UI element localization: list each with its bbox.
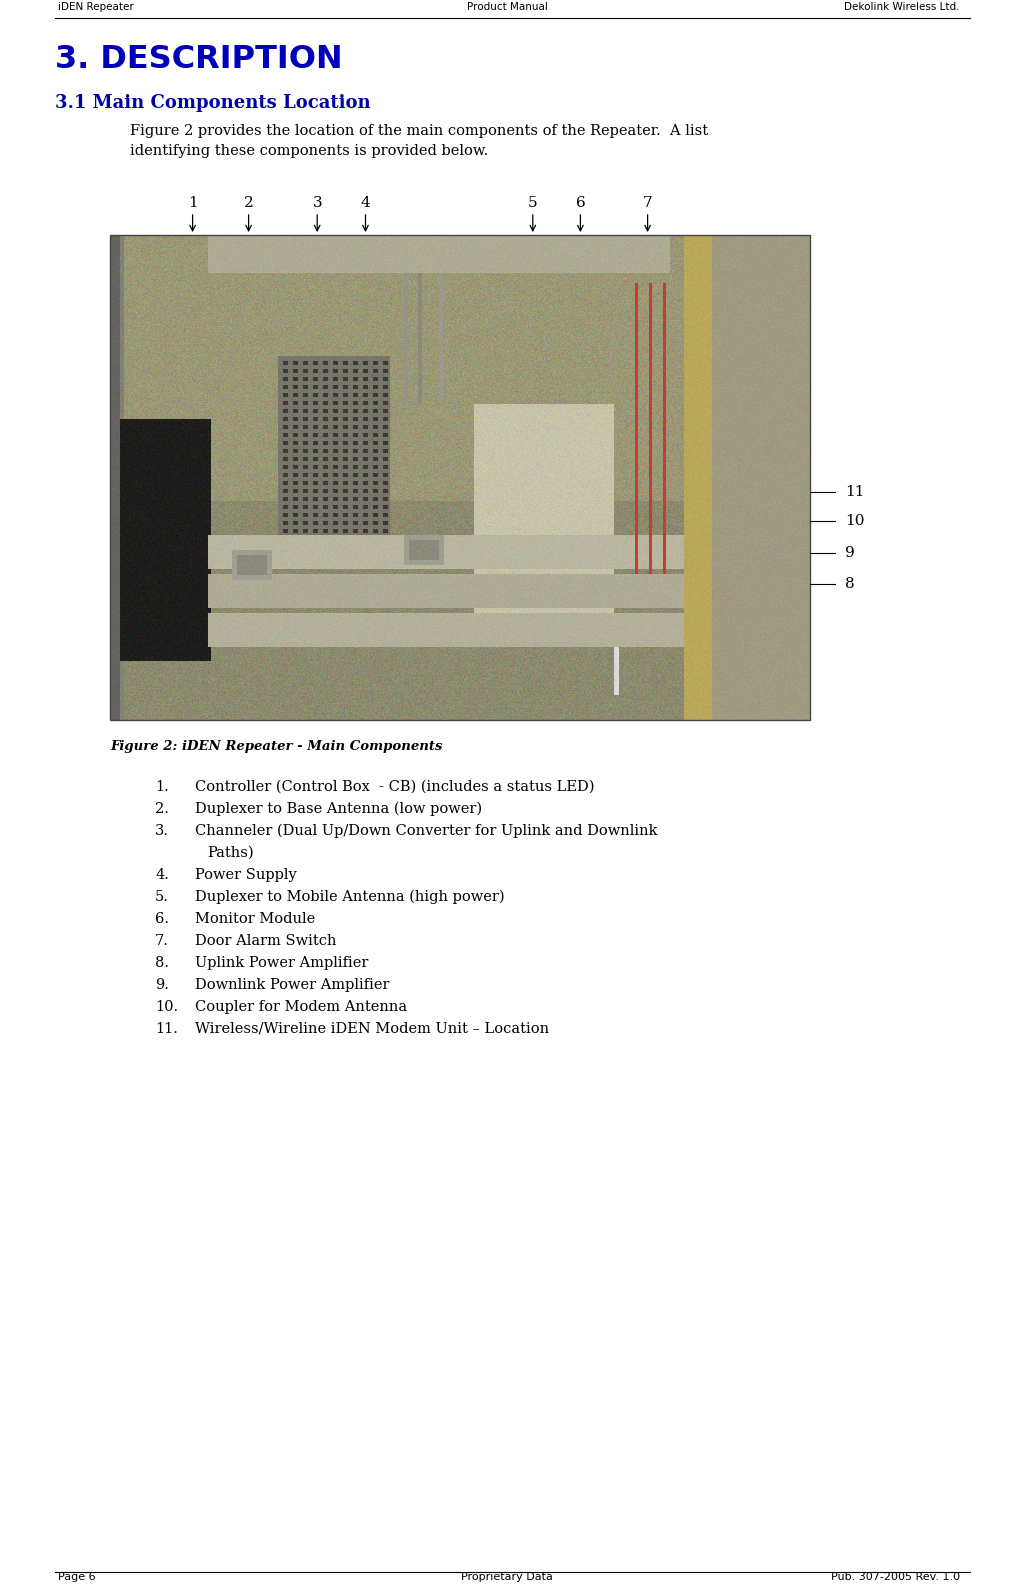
Text: Uplink Power Amplifier: Uplink Power Amplifier bbox=[195, 957, 368, 970]
Text: Wireless/Wireline iDEN Modem Unit – Location: Wireless/Wireline iDEN Modem Unit – Loca… bbox=[195, 1022, 550, 1036]
Text: 1: 1 bbox=[188, 196, 198, 210]
Text: Duplexer to Mobile Antenna (high power): Duplexer to Mobile Antenna (high power) bbox=[195, 890, 505, 904]
Text: 10: 10 bbox=[845, 514, 865, 529]
Text: iDEN Repeater: iDEN Repeater bbox=[58, 2, 134, 13]
Bar bbox=[110, 236, 810, 720]
Text: Channeler (Dual Up/Down Converter for Uplink and Downlink: Channeler (Dual Up/Down Converter for Up… bbox=[195, 825, 657, 839]
Text: 4: 4 bbox=[361, 196, 370, 210]
Text: Duplexer to Base Antenna (low power): Duplexer to Base Antenna (low power) bbox=[195, 802, 482, 817]
Text: Coupler for Modem Antenna: Coupler for Modem Antenna bbox=[195, 1000, 408, 1014]
Text: Figure 2 provides the location of the main components of the Repeater.  A list: Figure 2 provides the location of the ma… bbox=[130, 124, 708, 139]
Text: 3. DESCRIPTION: 3. DESCRIPTION bbox=[55, 45, 343, 75]
Text: 9: 9 bbox=[845, 546, 855, 560]
Text: Proprietary Data: Proprietary Data bbox=[461, 1571, 553, 1582]
Text: 11: 11 bbox=[845, 486, 865, 498]
Text: 7.: 7. bbox=[155, 935, 169, 947]
Text: Dekolink Wireless Ltd.: Dekolink Wireless Ltd. bbox=[845, 2, 960, 13]
Text: Monitor Module: Monitor Module bbox=[195, 912, 315, 927]
Text: 3.1 Main Components Location: 3.1 Main Components Location bbox=[55, 94, 371, 111]
Text: 1.: 1. bbox=[155, 780, 168, 794]
Text: 3: 3 bbox=[312, 196, 322, 210]
Text: identifying these components is provided below.: identifying these components is provided… bbox=[130, 143, 489, 158]
Text: Paths): Paths) bbox=[207, 845, 254, 860]
Text: Page 6: Page 6 bbox=[58, 1571, 95, 1582]
Text: 3.: 3. bbox=[155, 825, 169, 837]
Text: Pub. 307-2005 Rev. 1.0: Pub. 307-2005 Rev. 1.0 bbox=[830, 1571, 960, 1582]
Text: 7: 7 bbox=[643, 196, 652, 210]
Text: 11.: 11. bbox=[155, 1022, 177, 1036]
Text: 5: 5 bbox=[528, 196, 537, 210]
Text: Product Manual: Product Manual bbox=[466, 2, 548, 13]
Text: Power Supply: Power Supply bbox=[195, 868, 297, 882]
Text: 8: 8 bbox=[845, 578, 855, 591]
Text: 10.: 10. bbox=[155, 1000, 178, 1014]
Text: 2: 2 bbox=[243, 196, 254, 210]
Text: 6: 6 bbox=[576, 196, 585, 210]
Text: Downlink Power Amplifier: Downlink Power Amplifier bbox=[195, 977, 389, 992]
Text: 4.: 4. bbox=[155, 868, 169, 882]
Text: 8.: 8. bbox=[155, 957, 169, 970]
Text: 9.: 9. bbox=[155, 977, 169, 992]
Text: Figure 2: iDEN Repeater - Main Components: Figure 2: iDEN Repeater - Main Component… bbox=[110, 740, 442, 753]
Text: 2.: 2. bbox=[155, 802, 169, 817]
Text: 5.: 5. bbox=[155, 890, 169, 904]
Text: Controller (Control Box  - CB) (includes a status LED): Controller (Control Box - CB) (includes … bbox=[195, 780, 594, 794]
Text: Door Alarm Switch: Door Alarm Switch bbox=[195, 935, 337, 947]
Text: 6.: 6. bbox=[155, 912, 169, 927]
